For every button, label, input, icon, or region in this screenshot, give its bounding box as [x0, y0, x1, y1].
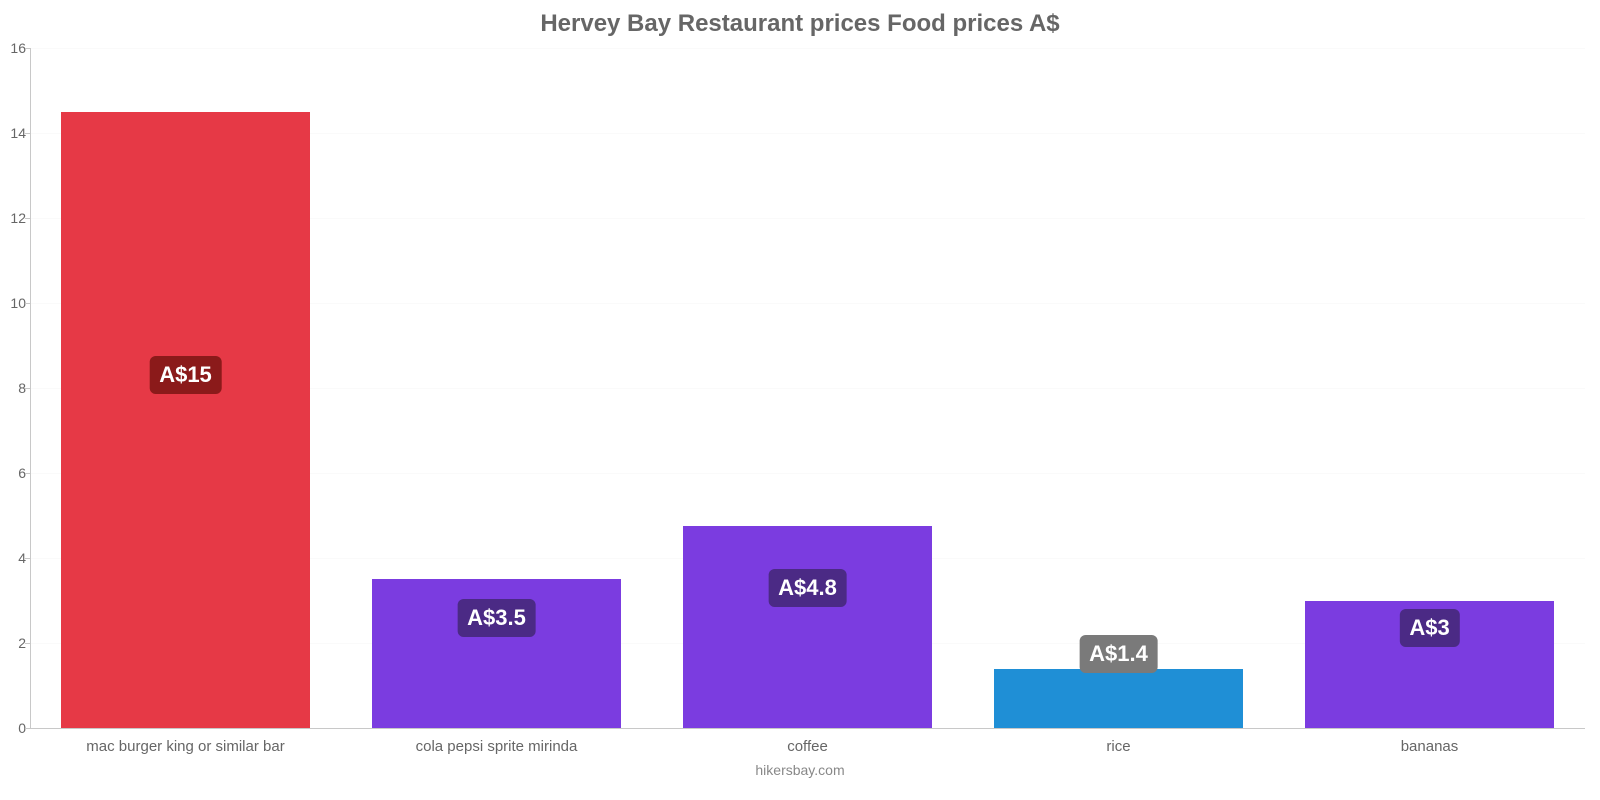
grid-line — [30, 48, 1585, 49]
ytick-label: 14 — [2, 125, 26, 141]
xtick-label: mac burger king or similar bar — [86, 738, 284, 755]
chart-footer: hikersbay.com — [0, 762, 1600, 778]
plot-area: 0246810121416mac burger king or similar … — [30, 48, 1585, 728]
bar — [683, 526, 932, 728]
y-axis — [30, 48, 31, 728]
ytick-label: 12 — [2, 210, 26, 226]
bar — [994, 669, 1243, 729]
chart-title: Hervey Bay Restaurant prices Food prices… — [0, 10, 1600, 38]
data-label: A$4.8 — [768, 569, 847, 607]
data-label: A$15 — [149, 356, 222, 394]
xtick-label: cola pepsi sprite mirinda — [416, 738, 578, 755]
data-label: A$3 — [1399, 609, 1459, 647]
x-axis — [30, 728, 1585, 729]
ytick-label: 10 — [2, 295, 26, 311]
data-label: A$1.4 — [1079, 635, 1158, 673]
bar — [61, 112, 310, 728]
xtick-label: bananas — [1401, 738, 1459, 755]
ytick-label: 0 — [2, 720, 26, 736]
xtick-label: coffee — [787, 738, 828, 755]
ytick-label: 8 — [2, 380, 26, 396]
ytick-label: 4 — [2, 550, 26, 566]
price-chart: Hervey Bay Restaurant prices Food prices… — [0, 0, 1600, 800]
ytick-label: 2 — [2, 635, 26, 651]
ytick-label: 6 — [2, 465, 26, 481]
ytick-label: 16 — [2, 40, 26, 56]
xtick-label: rice — [1106, 738, 1130, 755]
data-label: A$3.5 — [457, 599, 536, 637]
